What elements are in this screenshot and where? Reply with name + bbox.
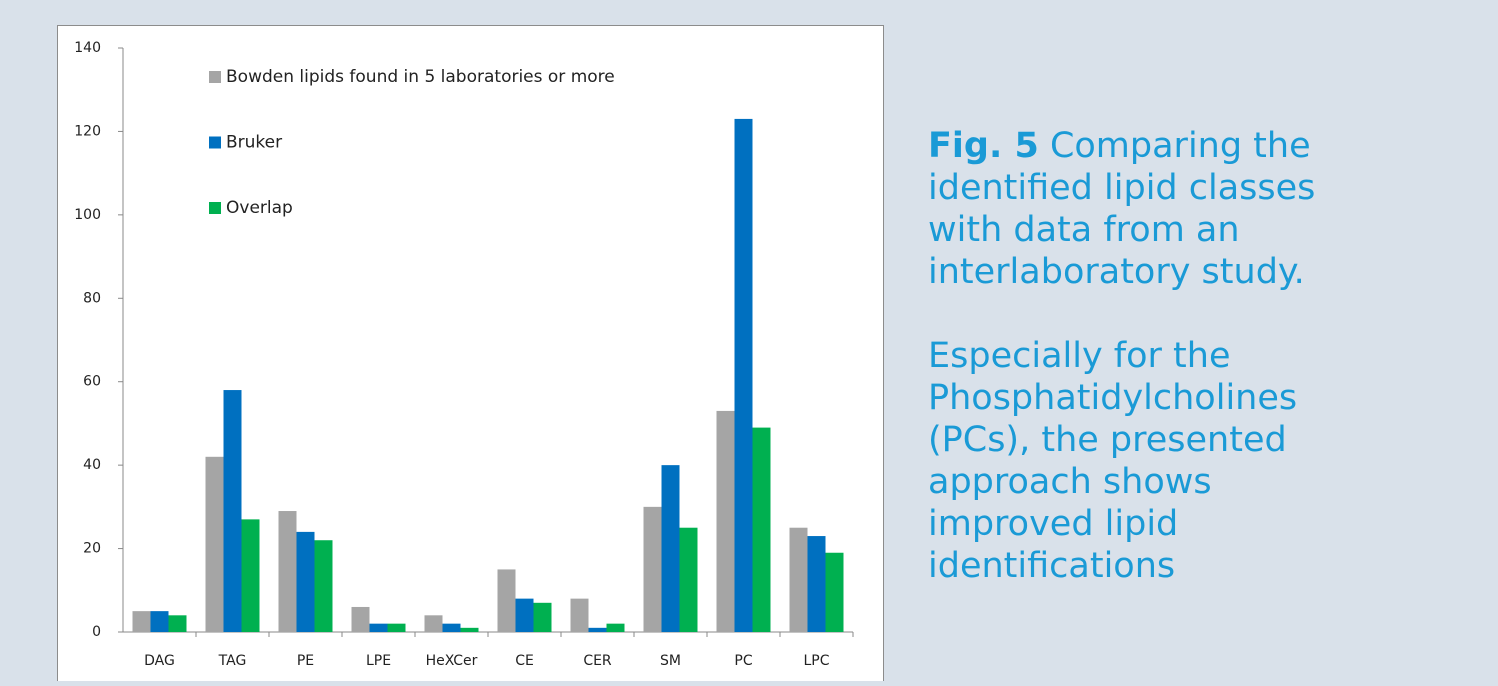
y-tick-label: 120 [74,123,101,139]
x-tick-label: LPC [803,653,829,669]
caption-note-line: Phosphatidylcholines [928,378,1298,418]
caption-label: Fig. 5 [928,126,1039,166]
bar [150,611,169,632]
x-tick-label: PE [297,653,314,669]
x-tick-label: DAG [144,653,175,669]
x-tick-label: LPE [366,653,391,669]
legend-swatch [209,71,221,83]
caption-note-line: identifications [928,546,1176,586]
chart: 0 20 40 60 80 100 120 140 DAG TAG PE LPE HeXCer CE CER… [74,40,854,669]
bar [314,540,333,632]
bar [606,623,625,632]
y-tick-label: 140 [74,40,101,56]
y-tick-label: 80 [83,290,101,306]
bar [223,390,242,632]
caption-line: identified lipid classes [928,167,1315,209]
y-tick-label: 100 [74,207,101,223]
bar [789,527,808,632]
caption-text: identified lipid classes [928,168,1316,208]
bar [369,623,388,632]
caption-note-line: approach shows [928,462,1212,502]
caption-note-line: Especially for the [928,336,1231,376]
bar [533,602,552,632]
bar [205,456,224,632]
y-tick-label: 20 [83,541,101,557]
bar [132,611,151,632]
bar [515,598,534,632]
caption-text: interlaboratory study. [928,252,1305,292]
caption-note-line: (PCs), the presented [928,420,1287,460]
caption-line: with data from an [928,209,1315,251]
bar [241,519,260,632]
bar [387,623,406,632]
bar [442,623,461,632]
bar [716,410,735,632]
bar [661,465,680,632]
bar [752,427,771,632]
legend-label: Overlap [226,198,293,218]
caption: Fig. 5 Comparing the identified lipid cla… [928,125,1315,587]
caption-line: Fig. 5 Comparing the [928,125,1315,167]
caption-text: Comparing the [1049,126,1311,166]
bar [679,527,698,632]
bar [296,531,315,632]
bar [351,606,370,632]
y-tick-label: 60 [83,374,101,390]
bar [570,598,589,632]
bar [588,627,607,632]
bar [807,536,826,632]
chart-panel: 0 20 40 60 80 100 120 140 DAG TAG PE LPE HeXCer CE CER… [57,25,884,681]
legend-label: Bowden lipids found in 5 laboratories or… [226,67,615,87]
x-tick-label: CER [583,653,612,669]
legend-swatch [209,202,221,214]
x-tick-label: SM [660,653,681,669]
bar [734,118,753,632]
caption-note-line: improved lipid [928,504,1179,544]
legend-swatch [209,136,221,149]
bar [460,627,479,632]
caption-text: with data from an [928,210,1240,250]
caption-line: interlaboratory study. [928,251,1315,293]
bar [424,615,443,632]
x-tick-label: TAG [218,653,247,669]
x-tick-label: CE [515,653,534,669]
bar [825,552,844,632]
y-tick-label: 40 [83,457,101,473]
bar [497,569,516,632]
x-tick-label: HeXCer [426,653,478,669]
legend-label: Bruker [226,133,282,153]
bar [643,506,662,632]
bar [168,615,187,632]
x-tick-label: PC [734,653,752,669]
bar [278,511,297,632]
y-tick-label: 0 [92,624,101,640]
